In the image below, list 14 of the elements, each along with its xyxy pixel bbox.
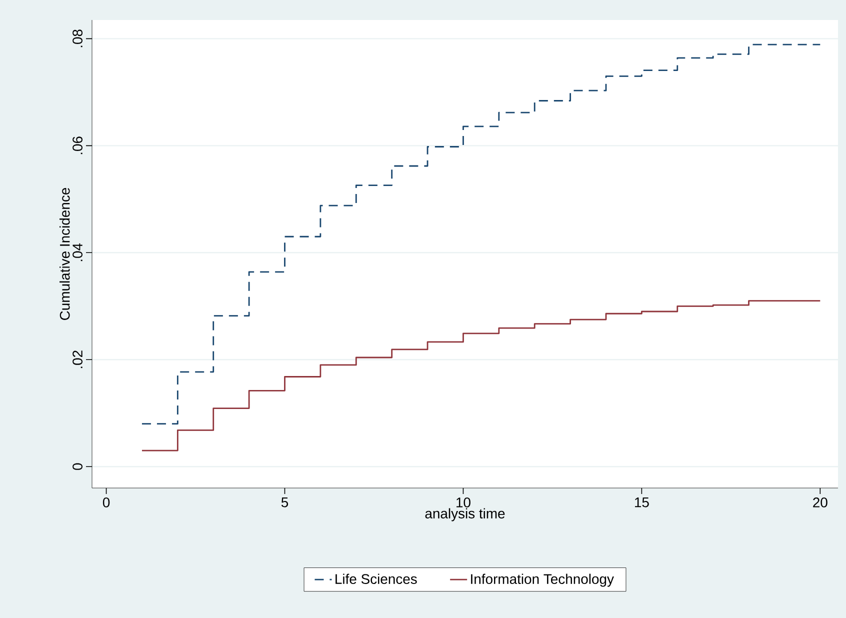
x-axis-title: analysis time	[425, 508, 505, 522]
y-tick-label: 0	[72, 463, 82, 470]
x-tick-label: 15	[634, 498, 649, 508]
y-tick-label: .06	[72, 136, 82, 154]
y-axis-title: Cumulative Incidence	[60, 188, 70, 320]
legend-label: Information Technology	[471, 574, 614, 587]
x-tick-label: 20	[813, 498, 828, 508]
legend-label: Life Sciences	[336, 574, 417, 584]
x-tick-label: 10	[456, 498, 470, 508]
y-tick-label: .08	[72, 30, 82, 48]
y-tick-label: .04	[72, 243, 82, 262]
y-tick-label: .02	[72, 350, 82, 368]
x-tick-label: 5	[281, 498, 288, 508]
x-tick-label: 0	[102, 498, 110, 508]
